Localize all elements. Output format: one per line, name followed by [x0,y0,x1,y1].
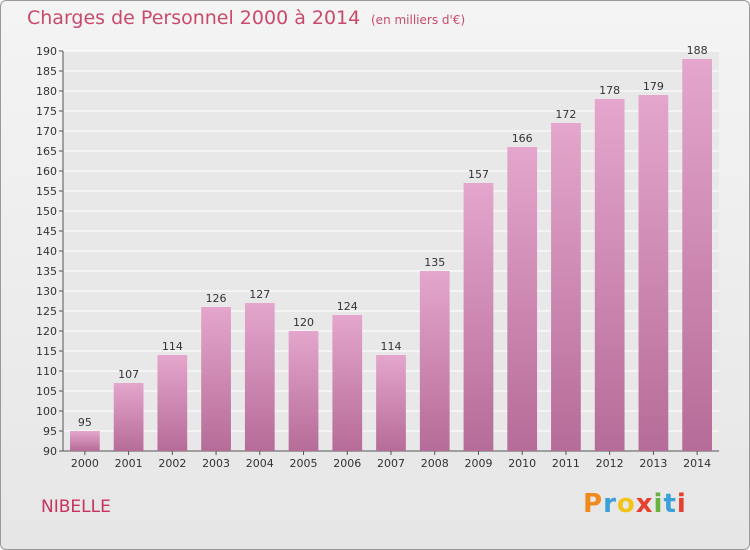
y-tick-label: 180 [36,85,57,98]
bar-2000 [69,431,100,451]
bar-2011 [551,123,581,451]
y-tick-label: 135 [36,265,57,278]
value-label-2013: 179 [643,80,664,93]
bar-2007 [376,355,406,451]
value-label-2009: 157 [468,168,489,181]
x-tick-label-2007: 2007 [377,457,405,470]
value-label-2012: 178 [599,84,620,97]
logo-letter: P [583,489,604,519]
logo-letter: x [635,489,654,519]
bar-2006 [332,315,363,451]
y-tick-label: 120 [36,325,57,338]
logo-letter: i [653,489,664,519]
y-tick-label: 95 [43,425,57,438]
labels: 95 2000 107 2001 114 2002 126 2003 127 2004 120 200… [71,44,711,470]
bar-2010 [507,147,538,451]
x-tick-label-2011: 2011 [552,457,580,470]
bar-2001 [113,383,144,451]
x-tick-label-2008: 2008 [421,457,449,470]
value-label-2002: 114 [162,340,183,353]
y-tick-label: 125 [36,305,57,318]
bars [69,59,713,451]
chart-subtitle: (en milliers d'€) [371,13,466,27]
y-tick-label: 145 [36,225,57,238]
y-tick-label: 155 [36,185,57,198]
y-tick-label: 140 [36,245,57,258]
logo-letter: t [663,489,677,519]
bar-2012 [594,99,625,451]
x-tick-label-2006: 2006 [333,457,361,470]
y-tick-label: 165 [36,145,57,158]
value-label-2005: 120 [293,316,314,329]
value-label-2008: 135 [424,256,445,269]
logo-letter: r [603,489,617,519]
bar-2009 [463,183,494,451]
logo-letter: i [676,489,687,519]
x-tick-label-2009: 2009 [464,457,492,470]
y-tick-label: 185 [36,65,57,78]
bar-2002 [157,355,188,451]
x-tick-label-2004: 2004 [246,457,274,470]
x-tick-label-2001: 2001 [115,457,143,470]
y-tick-label: 150 [36,205,57,218]
y-tick-label: 115 [36,345,57,358]
x-tick-label-2005: 2005 [290,457,318,470]
bar-2004 [244,303,275,451]
x-tick-label-2003: 2003 [202,457,230,470]
town-name: NIBELLE [41,497,111,517]
value-label-2007: 114 [381,340,402,353]
x-tick-label-2013: 2013 [639,457,667,470]
proxiti-logo: Proxiti [583,489,687,519]
bar-2013 [638,95,669,451]
value-label-2001: 107 [118,368,139,381]
y-tick-label: 105 [36,385,57,398]
logo-letter: o [616,489,636,519]
bar-2005 [288,331,319,451]
bar-2003 [201,307,231,451]
value-label-2010: 166 [512,132,533,145]
x-tick-label-2000: 2000 [71,457,99,470]
y-tick-label: 175 [36,105,57,118]
x-tick-label-2002: 2002 [158,457,186,470]
value-label-2003: 126 [206,292,227,305]
bar-2008 [419,271,450,451]
y-tick-label: 110 [36,365,57,378]
x-tick-label-2012: 2012 [596,457,624,470]
value-label-2000: 95 [78,416,92,429]
chart-title: Charges de Personnel 2000 à 2014 [27,7,361,29]
y-tick-label: 170 [36,125,57,138]
y-tick-label: 190 [36,45,57,58]
value-label-2014: 188 [687,44,708,57]
y-tick-label: 160 [36,165,57,178]
x-tick-label-2014: 2014 [683,457,711,470]
y-tick-label: 90 [43,445,57,458]
value-label-2006: 124 [337,300,358,313]
value-label-2004: 127 [249,288,270,301]
y-tick-label: 130 [36,285,57,298]
x-tick-label-2010: 2010 [508,457,536,470]
y-tick-label: 100 [36,405,57,418]
value-label-2011: 172 [555,108,576,121]
bar-2014 [682,59,713,451]
axes: 90 95 100 105 110 115 120 125 130 135 140 145 150 155… [36,45,719,458]
